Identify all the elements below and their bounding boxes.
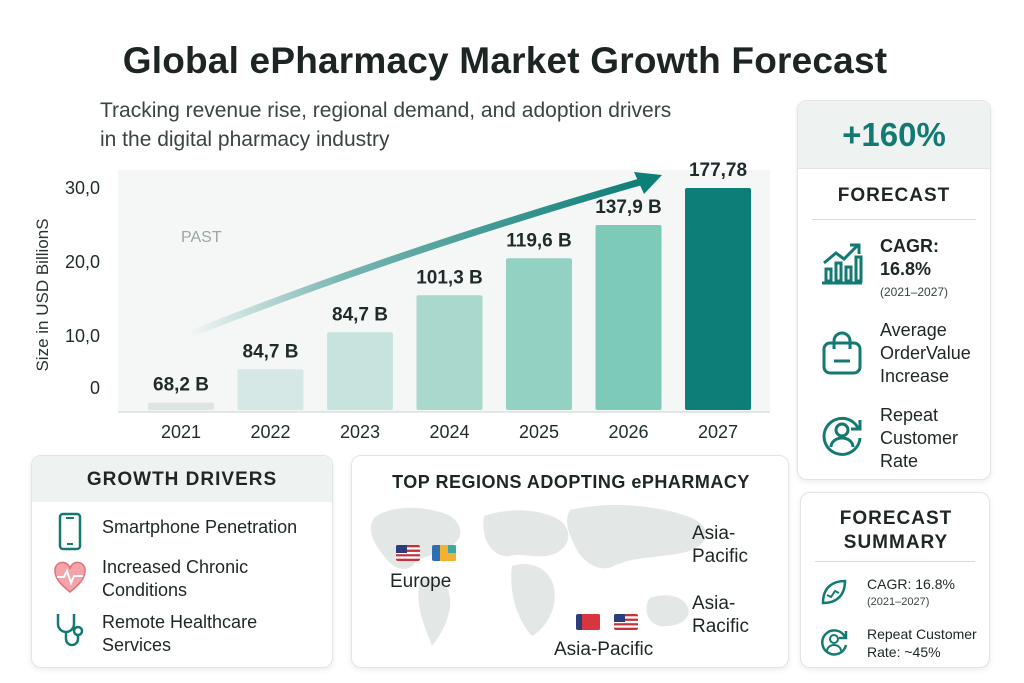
metric-repeat-line-1: Repeat <box>880 405 939 425</box>
metric-cagr-value: 16.8% <box>880 259 932 279</box>
top-regions-heading: TOP REGIONS ADOPTING ePHARMACY <box>392 472 750 492</box>
bar-2027 <box>685 188 751 410</box>
value-label-2022: 84,7 B <box>243 341 299 362</box>
smartphone-icon <box>58 512 82 551</box>
driver-chronic-line-2: Conditions <box>102 580 188 600</box>
customer-cycle-icon <box>822 416 862 456</box>
x-tick-label-2023: 2023 <box>340 422 380 442</box>
forecast-heading: FORECAST <box>837 185 951 206</box>
summary-cagr-note: (2021–2027) <box>867 596 930 608</box>
leaf-chart-icon <box>821 579 847 605</box>
bar-2022 <box>237 369 304 410</box>
bar-2023 <box>327 332 393 410</box>
metric-order-line-2: OrderValue <box>880 343 971 363</box>
stethoscope-icon <box>56 614 84 647</box>
bar-2024 <box>416 295 483 410</box>
world-map <box>370 504 706 646</box>
bar-2021 <box>148 402 214 410</box>
market-bar-chart: Size in USD BillionS PAST 010,020,030,0 … <box>33 160 770 442</box>
trend-arrow-shaft <box>184 178 644 339</box>
growth-chart-icon <box>822 243 863 285</box>
top-regions-card: TOP REGIONS ADOPTING ePHARMACY Europe As… <box>351 455 789 668</box>
subtitle-line-2: in the digital pharmacy industry <box>100 128 390 151</box>
driver-remote-line-2: Services <box>102 635 172 655</box>
page-title: Global ePharmacy Market Growth Forecast <box>122 40 888 81</box>
bar-2026 <box>595 225 662 410</box>
value-label-2021: 68,2 B <box>153 375 209 396</box>
growth-drivers-card: GROWTH DRIVERS Smartphone Penetration In… <box>31 455 333 668</box>
driver-remote-line-1: Remote Healthcare <box>102 612 258 632</box>
value-label-2026: 137,9 B <box>595 197 662 218</box>
summary-cagr-label: CAGR: 16.8% <box>867 576 955 592</box>
repeat-customer-icon <box>821 629 848 656</box>
driver-smartphone-label: Smartphone Penetration <box>102 517 298 537</box>
x-tick-label-2025: 2025 <box>519 422 559 442</box>
region-label-europe: Europe <box>390 571 452 592</box>
bar-2025 <box>506 258 572 410</box>
flag-multicolor-icon <box>432 545 456 561</box>
driver-chronic-line-1: Increased Chronic <box>102 557 249 577</box>
x-tick-label-2026: 2026 <box>608 422 648 442</box>
region-label-asia-pacific-bottom: Asia-Pacific <box>554 639 654 660</box>
forecast-summary-card: FORECAST SUMMARY CAGR: 16.8% (2021–2027)… <box>800 492 990 668</box>
forecast-summary-heading: FORECAST SUMMARY <box>839 508 953 553</box>
growth-drivers-heading: GROWTH DRIVERS <box>32 456 332 502</box>
x-tick-label-2024: 2024 <box>429 422 469 442</box>
forecast-divider <box>812 219 976 220</box>
flag-red-icon <box>576 614 600 630</box>
past-annotation: PAST <box>181 229 222 246</box>
flag-us-icon-2 <box>614 614 638 630</box>
x-tick-label-2022: 2022 <box>250 422 290 442</box>
value-label-2025: 119,6 B <box>506 230 572 251</box>
summary-divider <box>815 561 975 562</box>
metric-order-line-3: Increase <box>880 366 950 386</box>
shopping-bag-icon <box>822 331 862 375</box>
y-tick-label: 20,0 <box>65 252 100 272</box>
trend-arrow-head <box>634 172 662 194</box>
y-axis-label: Size in USD BillionS <box>33 218 52 371</box>
y-tick-label: 10,0 <box>65 326 100 346</box>
metric-order-line-1: Average <box>880 320 947 340</box>
x-tick-label-2021: 2021 <box>161 422 201 442</box>
value-label-2024: 101,3 B <box>416 267 483 288</box>
metric-cagr-label: CAGR: <box>880 236 939 256</box>
region-label-asia-pacific-right: Asia- Pacific <box>692 523 748 567</box>
page-subtitle: Tracking revenue rise, regional demand, … <box>100 96 780 154</box>
subtitle-line-1: Tracking revenue rise, regional demand, … <box>100 99 672 122</box>
metric-repeat-line-2: Customer <box>880 428 959 448</box>
heart-pulse-icon <box>54 561 86 593</box>
value-label-2023: 84,7 B <box>332 304 388 325</box>
region-label-asia-racific: Asia- Racific <box>692 593 750 637</box>
x-tick-label-2027: 2027 <box>698 422 738 442</box>
summary-repeat-line-1: Repeat Customer <box>867 626 977 642</box>
flag-us-icon <box>396 545 420 561</box>
forecast-headline: +160% <box>798 101 990 169</box>
forecast-card: +160% FORECAST CAGR: 16.8% (2021–2027) A… <box>797 100 991 480</box>
y-tick-label: 30,0 <box>65 178 100 198</box>
metric-repeat-line-3: Rate <box>880 451 919 471</box>
y-tick-label: 0 <box>90 378 100 398</box>
summary-repeat-line-2: Rate: ~45% <box>867 644 941 660</box>
value-label-2027: 177,78 <box>689 160 747 181</box>
metric-cagr-note: (2021–2027) <box>880 285 949 299</box>
